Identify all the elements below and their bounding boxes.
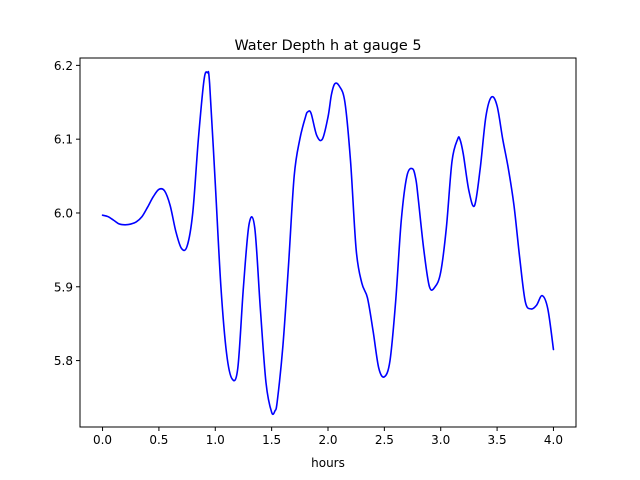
y-tick-label: 6.0 — [54, 206, 73, 220]
water-depth-line — [101, 70, 555, 416]
y-tick-label: 5.9 — [54, 280, 73, 294]
y-tick-label: 6.2 — [54, 59, 73, 73]
x-tick-label: 4.0 — [544, 433, 563, 447]
x-tick-label: 3.0 — [431, 433, 450, 447]
x-tick-label: 1.5 — [262, 433, 281, 447]
x-tick-label: 1.0 — [206, 433, 225, 447]
x-tick-label: 0.0 — [93, 433, 112, 447]
y-axis: 5.8 5.9 6.0 6.1 6.2 — [54, 59, 80, 368]
series-layer — [101, 70, 555, 416]
x-tick-label: 2.5 — [375, 433, 394, 447]
x-tick-label: 2.0 — [318, 433, 337, 447]
x-tick-label: 3.5 — [488, 433, 507, 447]
x-tick-label: 0.5 — [149, 433, 168, 447]
y-tick-label: 6.1 — [54, 133, 73, 147]
y-tick-label: 5.8 — [54, 354, 73, 368]
x-axis-label: hours — [311, 456, 345, 470]
x-axis: 0.0 0.5 1.0 1.5 2.0 2.5 3.0 3.5 4.0 — [93, 427, 563, 447]
chart-title: Water Depth h at gauge 5 — [234, 38, 421, 54]
plot-area — [79, 57, 577, 428]
